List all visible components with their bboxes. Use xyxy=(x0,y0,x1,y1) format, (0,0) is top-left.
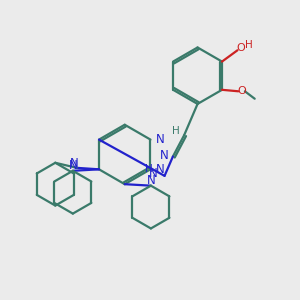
Text: H: H xyxy=(172,126,180,136)
Text: N: N xyxy=(148,167,157,180)
Text: N: N xyxy=(69,159,78,172)
Text: O: O xyxy=(236,44,245,53)
Text: N: N xyxy=(156,133,165,146)
Text: H: H xyxy=(145,164,153,174)
Text: H: H xyxy=(245,40,253,50)
Text: N: N xyxy=(160,148,169,162)
Text: N: N xyxy=(147,174,156,187)
Text: O: O xyxy=(237,86,246,96)
Text: N: N xyxy=(70,157,79,170)
Text: N: N xyxy=(156,163,165,176)
